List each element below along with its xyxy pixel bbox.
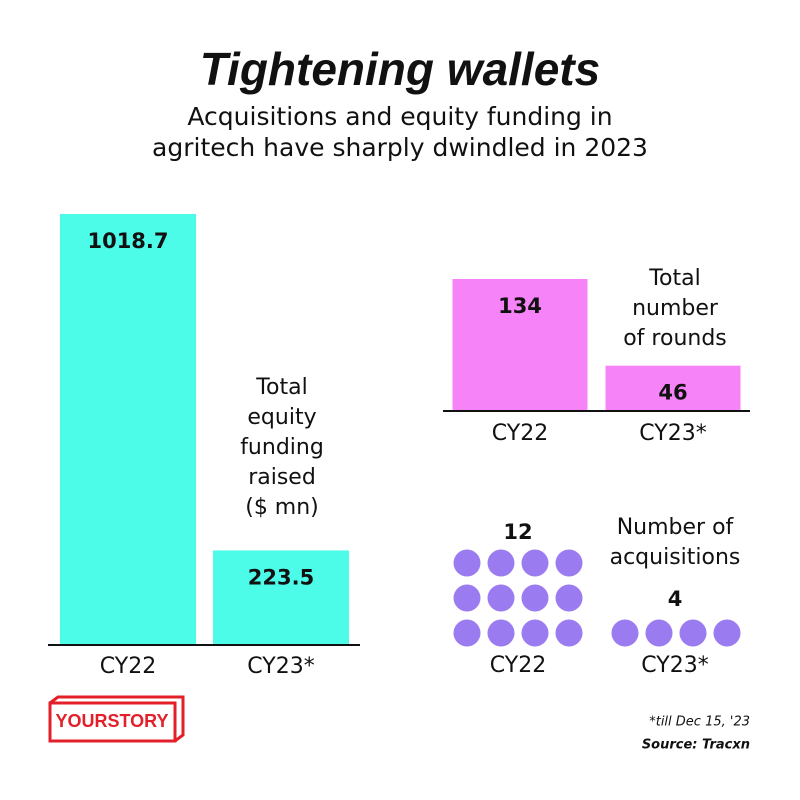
chart-label: Number of (617, 515, 735, 540)
bar (60, 214, 196, 645)
dot (487, 584, 515, 612)
value-label: 12 (503, 520, 532, 544)
source: Source: Tracxn (642, 738, 750, 753)
dot (713, 619, 741, 647)
bar (452, 279, 588, 411)
dot (645, 619, 673, 647)
dot (679, 619, 707, 647)
subtitle: Acquisitions and equity funding in (187, 102, 612, 131)
value-label: 46 (658, 381, 687, 405)
value-label: 134 (498, 294, 542, 318)
dot (487, 549, 515, 577)
dot (555, 619, 583, 647)
logo: YOURSTORY (48, 695, 185, 743)
bar (213, 550, 349, 645)
title: Tightening wallets (200, 43, 600, 95)
dot (453, 619, 481, 647)
chart-label: number (632, 296, 719, 321)
category-label: CY23* (641, 653, 708, 678)
category-label: CY22 (492, 421, 548, 446)
chart-label: of rounds (623, 326, 727, 351)
dot (453, 549, 481, 577)
dot (487, 619, 515, 647)
category-label: CY23* (639, 421, 706, 446)
category-label: CY22 (490, 653, 546, 678)
category-label: CY22 (100, 654, 156, 679)
chart-label: Total (648, 266, 700, 291)
dot (555, 549, 583, 577)
chart-label: raised (248, 465, 316, 490)
dot (453, 584, 481, 612)
logo-box (48, 701, 177, 743)
chart-label: equity (247, 405, 316, 430)
dot (555, 584, 583, 612)
value-label: 223.5 (248, 565, 314, 589)
dot (521, 619, 549, 647)
subtitle: agritech have sharply dwindled in 2023 (152, 133, 648, 162)
dot (521, 584, 549, 612)
chart-label: acquisitions (610, 545, 741, 570)
logo-text: YOURSTORY (55, 711, 168, 731)
bar (605, 365, 741, 411)
dot (521, 549, 549, 577)
value-label: 4 (668, 587, 683, 611)
chart-label: ($ mn) (245, 495, 319, 520)
footnote: *till Dec 15, '23 (649, 715, 750, 730)
category-label: CY23* (247, 654, 314, 679)
dot (611, 619, 639, 647)
value-label: 1018.7 (87, 229, 168, 253)
chart-label: funding (240, 435, 324, 460)
chart-label: Total (255, 375, 307, 400)
